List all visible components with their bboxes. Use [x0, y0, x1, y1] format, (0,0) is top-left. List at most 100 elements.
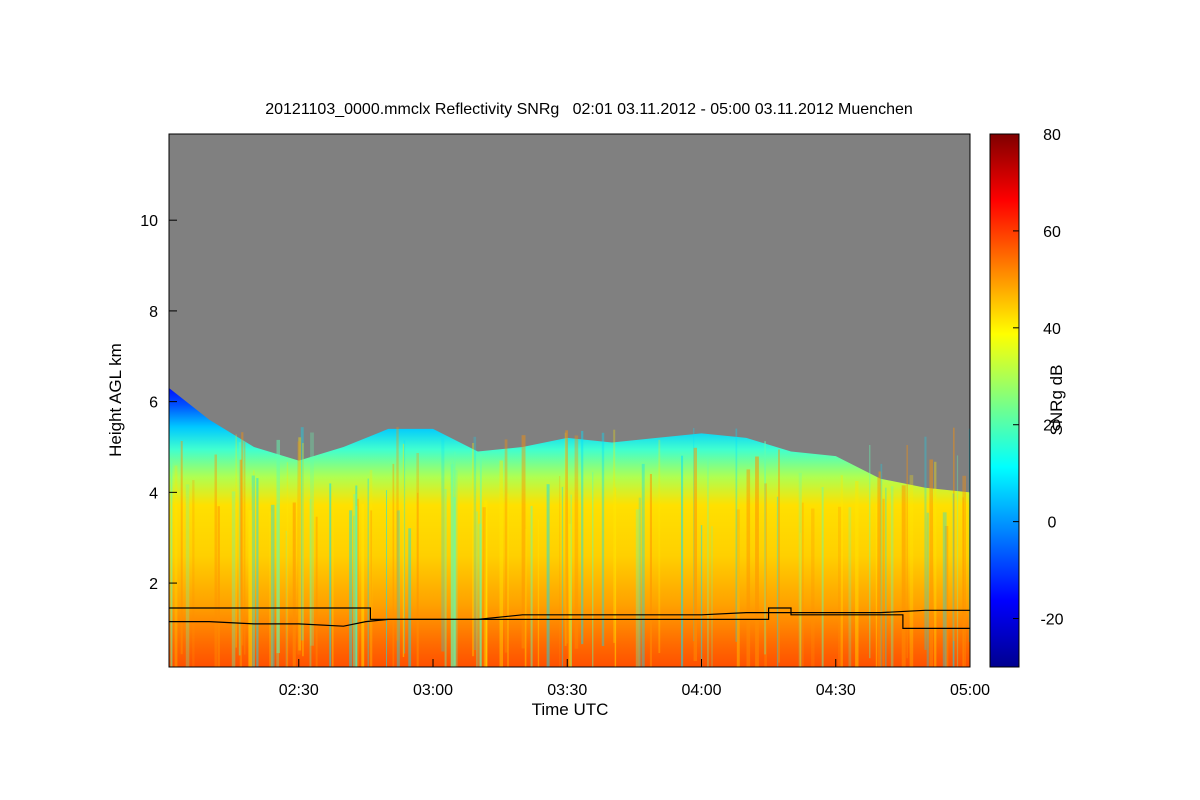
- signal-streak: [821, 487, 824, 667]
- signal-streak: [473, 436, 477, 650]
- signal-streak: [641, 463, 645, 667]
- y-tick-label: 10: [140, 213, 158, 230]
- signal-streak: [681, 455, 684, 667]
- signal-streak: [592, 472, 594, 667]
- colorbar-tick-label: 80: [1043, 127, 1061, 144]
- signal-streak: [269, 511, 273, 667]
- signal-streak: [942, 512, 947, 667]
- signal-streak: [244, 441, 246, 655]
- signal-streak: [778, 449, 780, 663]
- colorbar-tick-label: 20: [1043, 418, 1061, 435]
- signal-streak: [546, 484, 550, 667]
- signal-streak: [476, 511, 478, 667]
- signal-streak: [565, 430, 568, 644]
- signal-streak: [906, 445, 908, 659]
- colorbar-gradient: [989, 133, 1020, 668]
- signal-streak: [286, 462, 289, 667]
- signal-streak: [370, 510, 373, 667]
- signal-streak: [251, 475, 255, 667]
- x-axis-label: Time UTC: [532, 700, 609, 719]
- signal-streak: [309, 499, 312, 667]
- signal-streak: [248, 510, 253, 667]
- signal-streak: [239, 459, 242, 667]
- signal-streak: [256, 478, 259, 667]
- signal-streak: [292, 502, 296, 667]
- signal-streak: [417, 492, 419, 667]
- signal-streak: [755, 456, 759, 667]
- signal-streak: [776, 496, 779, 667]
- overlay-line-noisy: [169, 609, 970, 627]
- signal-streak: [402, 443, 405, 657]
- signal-streak: [276, 504, 280, 667]
- signal-streak: [482, 507, 486, 667]
- signal-streak: [956, 455, 959, 667]
- signal-streak: [798, 472, 802, 667]
- signal-streak: [581, 430, 584, 645]
- signal-streak: [170, 460, 173, 667]
- signal-streak: [253, 470, 255, 667]
- signal-streak: [649, 474, 652, 667]
- colorbar-tick-label: 0: [1048, 515, 1057, 532]
- signal-streak: [499, 460, 503, 667]
- x-tick-label: 03:00: [413, 682, 453, 699]
- signal-streak: [276, 439, 280, 654]
- signal-streak: [302, 443, 304, 657]
- signal-streak: [361, 504, 365, 667]
- signal-streak: [214, 454, 217, 667]
- signal-streak: [180, 441, 183, 655]
- signal-streak: [357, 498, 359, 667]
- signal-streak: [799, 532, 801, 667]
- signal-streak: [485, 515, 488, 667]
- signal-streak: [926, 512, 929, 667]
- signal-streak: [764, 441, 766, 655]
- plot-area: [169, 134, 970, 667]
- signal-streak: [693, 447, 697, 661]
- signal-streak: [416, 453, 419, 667]
- signal-streak: [707, 457, 709, 667]
- signal-streak: [507, 493, 509, 667]
- signal-streak: [367, 478, 369, 667]
- signal-streak: [450, 464, 452, 667]
- signal-streak: [613, 429, 616, 643]
- colorbar-tick-label: -20: [1040, 612, 1063, 629]
- signal-streak: [855, 481, 859, 667]
- signal-streak: [890, 486, 894, 667]
- signal-streak: [878, 471, 882, 667]
- y-tick-label: 4: [149, 485, 158, 502]
- signal-streak: [353, 494, 357, 667]
- colorbar: -20 0 20 40 60 80 SNRg dB: [989, 127, 1066, 668]
- signal-streak: [882, 498, 885, 667]
- colorbar-label: SNRg dB: [1047, 365, 1066, 436]
- signal-streak: [934, 461, 937, 667]
- signal-streak: [453, 497, 456, 667]
- signal-streak: [386, 490, 387, 667]
- signal-streak: [174, 465, 178, 667]
- chart-title: 20121103_0000.mmclx Reflectivity SNRg 02…: [265, 101, 913, 118]
- signal-streak: [736, 529, 740, 667]
- signal-streak: [929, 459, 933, 667]
- y-axis-label: Height AGL km: [106, 343, 125, 457]
- signal-streak: [408, 528, 412, 667]
- signal-streak: [392, 463, 395, 667]
- signal-streak: [559, 476, 561, 667]
- signal-streak: [601, 432, 605, 646]
- signal-streak: [231, 491, 236, 667]
- signal-streak: [875, 504, 877, 667]
- signal-streak: [241, 432, 244, 646]
- signal-streak: [658, 439, 661, 653]
- signal-streak: [764, 483, 767, 667]
- signal-streak: [441, 438, 445, 652]
- signal-streak: [746, 469, 751, 667]
- x-axis: 02:30 03:00 03:30 04:00 04:30 05:00: [279, 659, 990, 699]
- signal-streak: [451, 461, 453, 667]
- signal-streak: [297, 441, 301, 655]
- signal-streak: [564, 432, 567, 646]
- signal-streak: [877, 477, 879, 667]
- x-tick-label: 03:30: [547, 682, 587, 699]
- signal-streak: [635, 509, 640, 667]
- signal-streak: [369, 470, 373, 667]
- signal-streak: [300, 427, 304, 641]
- signal-streak: [332, 493, 334, 667]
- x-tick-label: 02:30: [279, 682, 319, 699]
